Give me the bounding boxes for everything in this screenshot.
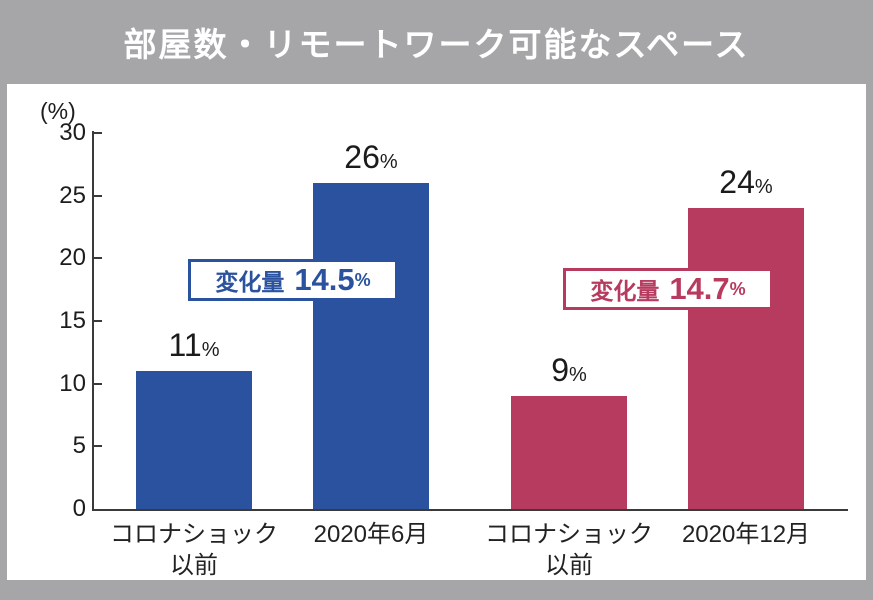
bar-0 — [136, 371, 252, 509]
x-category-label-2: コロナショック 以前 — [459, 519, 679, 581]
bar-1 — [313, 183, 429, 509]
change-annotation-1: 変化量 14.7% — [563, 268, 773, 310]
bar-value-percent-sign: % — [569, 364, 587, 387]
y-tick-label-0: 0 — [72, 495, 86, 522]
bar-value-number: 9 — [551, 352, 569, 389]
y-tick-label-10: 10 — [59, 369, 86, 397]
x-category-line: 以前 — [170, 552, 218, 579]
y-tick-label-25: 25 — [59, 181, 86, 209]
y-tick-label-30: 30 — [59, 119, 86, 146]
x-category-line: 以前 — [545, 552, 593, 579]
change-annotation-0: 変化量 14.5% — [188, 259, 398, 301]
bar-value-percent-sign: % — [379, 151, 398, 174]
bar-value-percent-sign: % — [201, 339, 220, 362]
title-band: 部屋数・リモートワーク可能なスペース — [0, 0, 873, 84]
x-category-line: コロナショック — [110, 521, 278, 548]
x-category-line: 2020年12月 — [681, 521, 811, 548]
y-tick-label-5: 5 — [72, 432, 86, 460]
y-tick-label-15: 15 — [59, 307, 86, 334]
annotation-value: 14.5 — [294, 262, 355, 297]
y-tick-mark-30 — [94, 132, 102, 134]
annotation-label: 変化量 — [215, 269, 285, 295]
bar-value-number: 26 — [344, 139, 380, 176]
y-tick-label-20: 20 — [59, 244, 86, 272]
x-category-line: コロナショック — [485, 521, 653, 548]
bar-value-number: 24 — [719, 164, 755, 201]
x-category-label-0: コロナショック 以前 — [84, 519, 304, 581]
bar-value-percent-sign: % — [754, 176, 773, 199]
bar-value-number: 11 — [168, 327, 202, 364]
x-category-line: 2020年6月 — [313, 521, 429, 548]
bar-2 — [511, 396, 627, 509]
annotation-percent-sign: % — [729, 278, 746, 299]
y-tick-mark-25 — [94, 194, 102, 197]
x-axis-line — [92, 509, 848, 511]
y-tick-mark-20 — [94, 257, 102, 260]
bar-value-label-3: 24% — [666, 164, 826, 201]
y-tick-mark-10 — [94, 382, 102, 385]
chart-title: 部屋数・リモートワーク可能なスペース — [123, 26, 750, 63]
bar-value-label-0: 11% — [114, 327, 274, 364]
annotation-label: 変化量 — [590, 278, 660, 304]
bar-value-label-2: 9% — [489, 352, 649, 389]
y-axis-unit-label: (%) — [40, 98, 76, 124]
y-tick-mark-5 — [94, 445, 102, 448]
annotation-percent-sign: % — [354, 269, 371, 290]
x-category-label-1: 2020年6月 — [261, 519, 481, 550]
y-axis-line — [92, 131, 94, 511]
bar-value-label-1: 26% — [291, 139, 451, 176]
annotation-value: 14.7 — [669, 271, 730, 306]
bar-3 — [688, 208, 804, 509]
x-category-label-3: 2020年12月 — [636, 519, 856, 550]
y-tick-mark-15 — [94, 320, 102, 322]
